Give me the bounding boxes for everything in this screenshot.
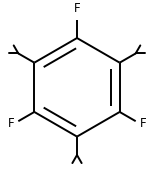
Text: F: F — [74, 2, 80, 15]
Text: F: F — [139, 117, 146, 130]
Text: F: F — [8, 117, 15, 130]
